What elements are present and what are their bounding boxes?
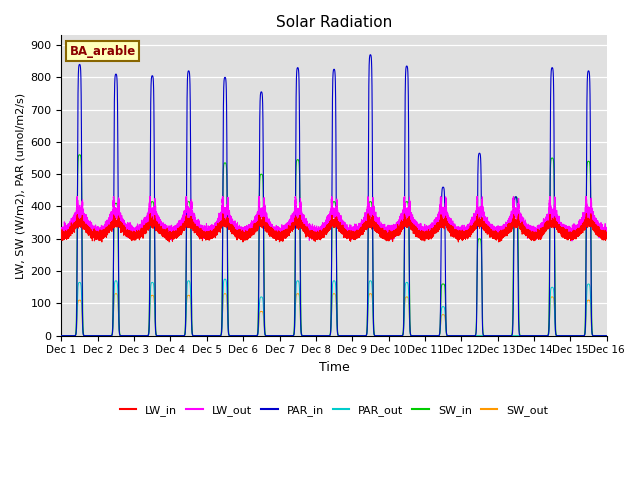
Legend: LW_in, LW_out, PAR_in, PAR_out, SW_in, SW_out: LW_in, LW_out, PAR_in, PAR_out, SW_in, S… xyxy=(115,400,553,420)
Y-axis label: LW, SW (W/m2), PAR (umol/m2/s): LW, SW (W/m2), PAR (umol/m2/s) xyxy=(15,93,25,278)
Title: Solar Radiation: Solar Radiation xyxy=(276,15,392,30)
Text: BA_arable: BA_arable xyxy=(70,45,136,58)
X-axis label: Time: Time xyxy=(319,361,349,374)
